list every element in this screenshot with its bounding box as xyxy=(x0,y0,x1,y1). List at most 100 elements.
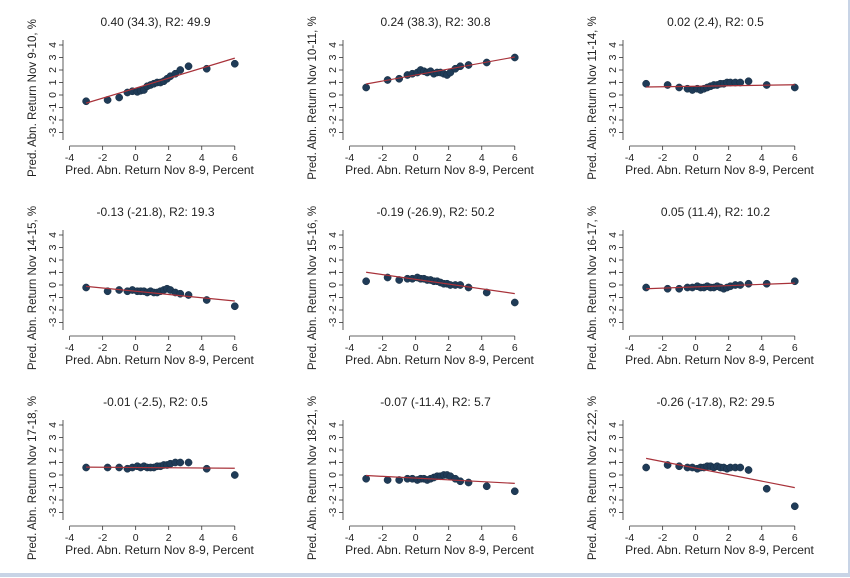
y-tick-label: 3 xyxy=(47,54,59,60)
x-axis-label: Pred. Abn. Return Nov 8-9, Percent xyxy=(625,353,814,367)
x-tick-label: 2 xyxy=(726,342,732,354)
x-tick-label: -2 xyxy=(98,152,107,164)
data-point xyxy=(482,288,491,297)
y-tick-label: 1 xyxy=(607,269,619,275)
data-point xyxy=(482,482,491,491)
y-tick-label: -2 xyxy=(607,305,619,314)
fit-line xyxy=(366,56,515,85)
data-point xyxy=(82,97,90,106)
panel-title: -0.13 (-21.8), R2: 19.3 xyxy=(96,205,214,219)
y-tick-label: 3 xyxy=(607,244,619,250)
x-axis-label: Pred. Abn. Return Nov 8-9, Percent xyxy=(345,353,534,367)
y-tick-label: 4 xyxy=(327,422,339,428)
y-tick-label: -2 xyxy=(47,115,59,124)
y-axis-label: Pred. Abn. Return Nov 14-15, % xyxy=(27,206,39,370)
y-axis-label: Pred. Abn. Return Nov 9-10, % xyxy=(27,19,39,177)
x-tick-label: -2 xyxy=(378,532,387,544)
panel-title: 0.05 (11.4), R2: 10.2 xyxy=(661,205,771,219)
fit-line xyxy=(366,474,515,484)
x-tick-label: 4 xyxy=(759,532,765,544)
data-point xyxy=(675,83,684,92)
panel-title: -0.07 (-11.4), R2: 5.7 xyxy=(380,395,491,409)
panel-title: -0.26 (-17.8), R2: 29.5 xyxy=(656,395,774,409)
x-tick-label: -2 xyxy=(658,152,667,164)
x-axis-label: Pred. Abn. Return Nov 8-9, Percent xyxy=(345,543,534,557)
y-tick-label: -3 xyxy=(607,128,619,137)
y-axis-label: Pred. Abn. Return Nov 11-14, % xyxy=(587,16,599,179)
y-tick-label: 1 xyxy=(327,79,339,85)
y-tick-label: 3 xyxy=(47,434,59,440)
data-point xyxy=(202,464,211,473)
data-point xyxy=(184,291,193,299)
y-tick-label: 4 xyxy=(607,232,619,238)
data-point xyxy=(115,93,124,102)
x-tick-label: -2 xyxy=(658,342,667,354)
x-axis-label: Pred. Abn. Return Nov 8-9, Percent xyxy=(65,353,254,367)
data-point xyxy=(790,83,799,92)
y-tick-label: 2 xyxy=(607,67,619,73)
data-point xyxy=(464,478,473,487)
x-tick-label: 6 xyxy=(792,342,798,354)
y-tick-label: -1 xyxy=(327,103,339,112)
panel-title: -0.01 (-2.5), R2: 0.5 xyxy=(103,395,208,409)
panel-title: 0.24 (38.3), R2: 30.8 xyxy=(380,15,490,29)
panel-7: -0.01 (-2.5), R2: 0.5 -3 -2 -1 0 1 2 3 4 -4 -2 0 2 4 6… xyxy=(27,395,255,560)
y-tick-label: 1 xyxy=(607,79,619,85)
x-tick-label: -4 xyxy=(345,152,354,164)
y-tick-label: -2 xyxy=(47,305,59,314)
y-tick-label: 3 xyxy=(607,54,619,60)
y-tick-label: -3 xyxy=(327,318,339,327)
y-tick-label: 4 xyxy=(327,42,339,48)
y-tick-label: -3 xyxy=(47,128,59,137)
y-tick-label: 1 xyxy=(607,459,619,465)
y-axis-label: Pred. Abn. Return Nov 17-18, % xyxy=(27,396,39,560)
x-tick-label: 4 xyxy=(479,152,485,164)
y-tick-label: -1 xyxy=(607,293,619,302)
x-tick-label: 6 xyxy=(512,532,518,544)
y-tick-label: 1 xyxy=(47,269,59,275)
fit-line xyxy=(86,466,235,469)
y-tick-label: 3 xyxy=(327,54,339,60)
data-point xyxy=(744,77,753,86)
data-point xyxy=(456,477,465,486)
panel-title: -0.19 (-26.9), R2: 50.2 xyxy=(376,205,494,219)
y-tick-label: 0 xyxy=(47,472,59,478)
x-tick-label: 0 xyxy=(693,152,699,164)
x-tick-label: 2 xyxy=(166,342,172,354)
data-point xyxy=(362,83,370,92)
x-tick-label: 4 xyxy=(759,342,765,354)
x-tick-label: -4 xyxy=(65,342,74,354)
x-tick-label: 2 xyxy=(446,152,452,164)
y-tick-label: 0 xyxy=(607,472,619,478)
y-tick-label: -3 xyxy=(327,508,339,517)
y-axis-label: Pred. Abn. Return Nov 15-16, % xyxy=(307,206,319,370)
y-tick-label: 2 xyxy=(47,257,59,263)
x-tick-label: -4 xyxy=(625,152,634,164)
data-point xyxy=(103,287,112,296)
y-tick-label: -2 xyxy=(607,115,619,124)
x-tick-label: -2 xyxy=(98,532,107,544)
x-tick-label: 0 xyxy=(133,152,139,164)
data-point xyxy=(176,458,185,467)
x-tick-label: -2 xyxy=(98,342,107,354)
y-tick-label: 1 xyxy=(47,459,59,465)
data-point xyxy=(362,474,370,483)
y-tick-label: 2 xyxy=(607,257,619,263)
y-tick-label: 0 xyxy=(47,92,59,98)
x-tick-label: -4 xyxy=(345,342,354,354)
y-tick-label: -1 xyxy=(47,293,59,302)
x-tick-label: 0 xyxy=(413,342,419,354)
y-tick-label: -3 xyxy=(607,318,619,327)
y-axis-label: Pred. Abn. Return Nov 18-21, % xyxy=(307,396,319,560)
data-point xyxy=(736,463,745,472)
x-tick-label: -4 xyxy=(65,532,74,544)
x-tick-label: 2 xyxy=(726,152,732,164)
x-axis-label: Pred. Abn. Return Nov 8-9, Percent xyxy=(625,163,814,177)
fit-line xyxy=(646,282,795,290)
data-point xyxy=(744,279,753,288)
panel-9: -0.26 (-17.8), R2: 29.5 -3 -2 -1 0 1 2 3 4 -4 -2 0 2… xyxy=(587,395,815,560)
fit-line xyxy=(86,285,235,302)
x-tick-label: 4 xyxy=(199,152,205,164)
y-tick-label: 0 xyxy=(47,282,59,288)
